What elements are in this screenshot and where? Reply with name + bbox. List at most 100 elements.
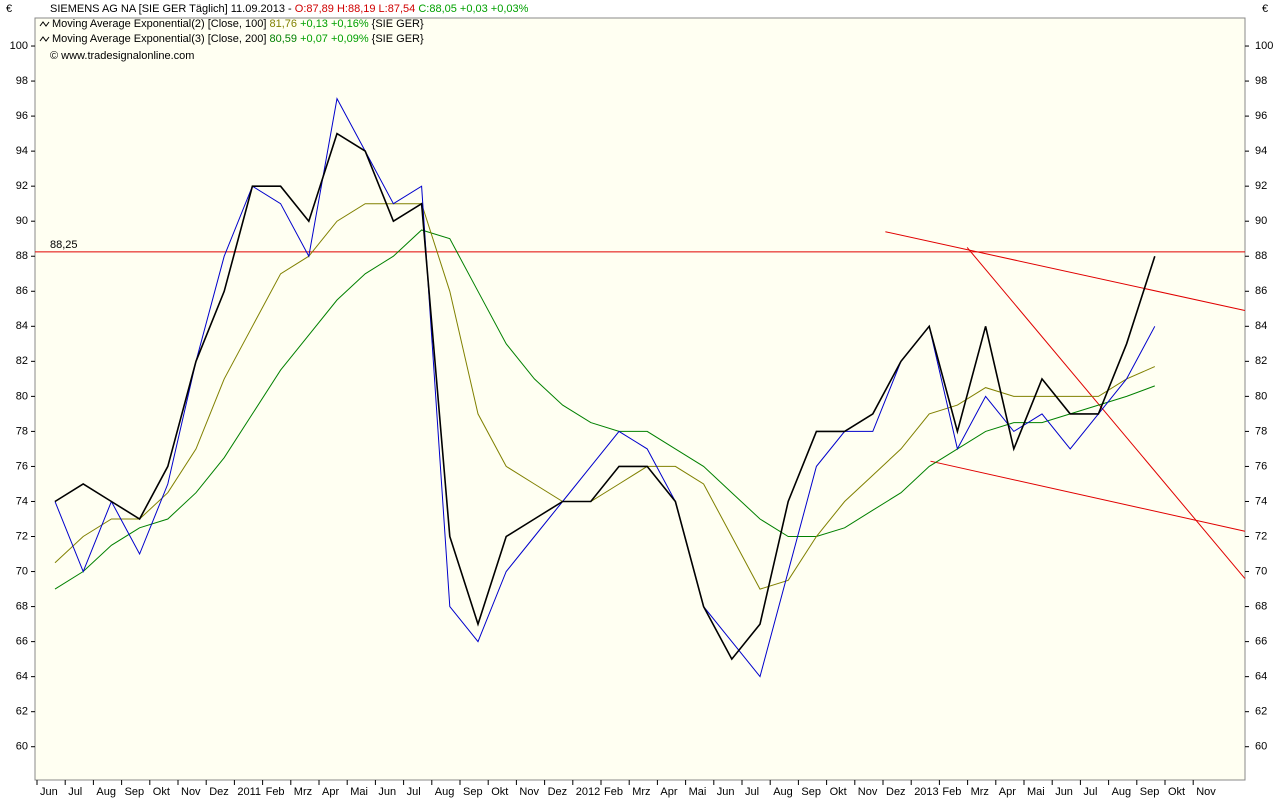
- y-tick-label: 70: [16, 565, 28, 577]
- x-tick-label: Feb: [604, 786, 623, 798]
- x-tick-label: Jun: [717, 786, 735, 798]
- x-tick-label: Okt: [1168, 786, 1185, 798]
- y-tick-label-right: 74: [1255, 495, 1267, 507]
- y-tick-label-right: 60: [1255, 741, 1267, 753]
- y-tick-label: 84: [16, 320, 28, 332]
- legend-value: 81,76: [270, 18, 298, 30]
- currency-right: €: [1262, 3, 1268, 15]
- x-tick-label: Jun: [1055, 786, 1073, 798]
- y-tick-label-right: 66: [1255, 636, 1267, 648]
- y-tick-label: 66: [16, 636, 28, 648]
- x-tick-label: Okt: [153, 786, 170, 798]
- legend-suffix: {SIE GER}: [372, 18, 424, 30]
- y-tick-label: 98: [16, 75, 28, 87]
- legend-name: Moving Average Exponential(3) [Close, 20…: [52, 33, 266, 45]
- x-tick-label: Feb: [942, 786, 961, 798]
- header-ohl: O:87,89 H:88,19 L:87,54: [295, 3, 415, 15]
- level-label: 88,25: [50, 239, 78, 251]
- x-tick-label: Aug: [1112, 786, 1132, 798]
- legend-change: +0,13 +0,16%: [300, 18, 369, 30]
- legend-value: 80,59: [270, 33, 298, 45]
- legend-icon: [39, 21, 50, 27]
- currency-left: €: [6, 3, 12, 15]
- x-tick-label: Sep: [125, 786, 145, 798]
- x-tick-label: Aug: [435, 786, 455, 798]
- x-tick-label: 2013: [914, 786, 938, 798]
- y-tick-label-right: 68: [1255, 600, 1267, 612]
- y-tick-label-right: 78: [1255, 425, 1267, 437]
- y-tick-label: 62: [16, 706, 28, 718]
- x-tick-label: Nov: [858, 786, 878, 798]
- header: SIEMENS AG NA [SIE GER Täglich] 11.09.20…: [50, 3, 529, 15]
- y-tick-label-right: 82: [1255, 355, 1267, 367]
- x-tick-label: Jul: [1083, 786, 1097, 798]
- y-tick-label: 100: [10, 40, 28, 52]
- y-tick-label-right: 88: [1255, 250, 1267, 262]
- x-tick-label: Nov: [181, 786, 201, 798]
- y-tick-label-right: 94: [1255, 145, 1267, 157]
- y-tick-label-right: 80: [1255, 390, 1267, 402]
- x-tick-label: Jul: [68, 786, 82, 798]
- y-tick-label: 74: [16, 495, 28, 507]
- y-tick-label: 78: [16, 425, 28, 437]
- plot-area: [34, 17, 1246, 781]
- x-tick-label: 2012: [576, 786, 600, 798]
- x-tick-label: Jun: [40, 786, 58, 798]
- y-tick-label: 72: [16, 530, 28, 542]
- y-tick-label-right: 90: [1255, 215, 1267, 227]
- x-tick-label: Sep: [463, 786, 483, 798]
- y-tick-label-right: 76: [1255, 460, 1267, 472]
- x-tick-label: Mai: [1027, 786, 1045, 798]
- y-tick-label-right: 86: [1255, 285, 1267, 297]
- y-tick-label-right: 100: [1255, 40, 1273, 52]
- y-tick-label: 88: [16, 250, 28, 262]
- x-tick-label: Mrz: [632, 786, 650, 798]
- y-tick-label: 94: [16, 145, 28, 157]
- series-line: [54, 229, 1155, 590]
- header-close: C:88,05 +0,03 +0,03%: [418, 3, 528, 15]
- legend-suffix: {SIE GER}: [372, 33, 424, 45]
- x-tick-label: Sep: [801, 786, 821, 798]
- x-tick-label: Okt: [491, 786, 508, 798]
- x-tick-label: Jul: [745, 786, 759, 798]
- x-tick-label: 2011: [237, 786, 261, 798]
- x-tick-label: Mrz: [971, 786, 989, 798]
- y-tick-label-right: 72: [1255, 530, 1267, 542]
- y-tick-label: 82: [16, 355, 28, 367]
- x-tick-label: Apr: [999, 786, 1016, 798]
- y-tick-label-right: 96: [1255, 110, 1267, 122]
- x-tick-label: Mai: [350, 786, 368, 798]
- y-tick-label-right: 92: [1255, 180, 1267, 192]
- x-tick-label: Jun: [378, 786, 396, 798]
- x-tick-label: Dez: [548, 786, 568, 798]
- y-tick-label: 96: [16, 110, 28, 122]
- y-tick-label-right: 84: [1255, 320, 1267, 332]
- header-title: SIEMENS AG NA [SIE GER Täglich] 11.09.20…: [50, 3, 292, 15]
- x-tick-label: Mrz: [294, 786, 312, 798]
- trendline: [885, 231, 1246, 312]
- legend-icon: [39, 36, 50, 42]
- y-tick-label: 92: [16, 180, 28, 192]
- series-line: [54, 132, 1156, 661]
- legend-entry: Moving Average Exponential(2) [Close, 10…: [52, 18, 424, 30]
- y-tick-label: 64: [16, 671, 28, 683]
- trendline: [930, 460, 1246, 532]
- series-line: [54, 203, 1155, 590]
- y-tick-label: 90: [16, 215, 28, 227]
- y-tick-label-right: 70: [1255, 565, 1267, 577]
- legend-name: Moving Average Exponential(2) [Close, 10…: [52, 18, 266, 30]
- trendline: [966, 247, 1246, 579]
- legend-change: +0,07 +0,09%: [300, 33, 369, 45]
- x-tick-label: Nov: [1196, 786, 1216, 798]
- series-line: [54, 97, 1156, 678]
- x-tick-label: Aug: [96, 786, 116, 798]
- y-tick-label-right: 64: [1255, 671, 1267, 683]
- y-tick-label-right: 62: [1255, 706, 1267, 718]
- x-tick-label: Aug: [773, 786, 793, 798]
- y-tick-label: 60: [16, 741, 28, 753]
- y-tick-label-right: 98: [1255, 75, 1267, 87]
- x-tick-label: Dez: [209, 786, 229, 798]
- legend-entry: Moving Average Exponential(3) [Close, 20…: [52, 33, 424, 45]
- x-tick-label: Nov: [519, 786, 539, 798]
